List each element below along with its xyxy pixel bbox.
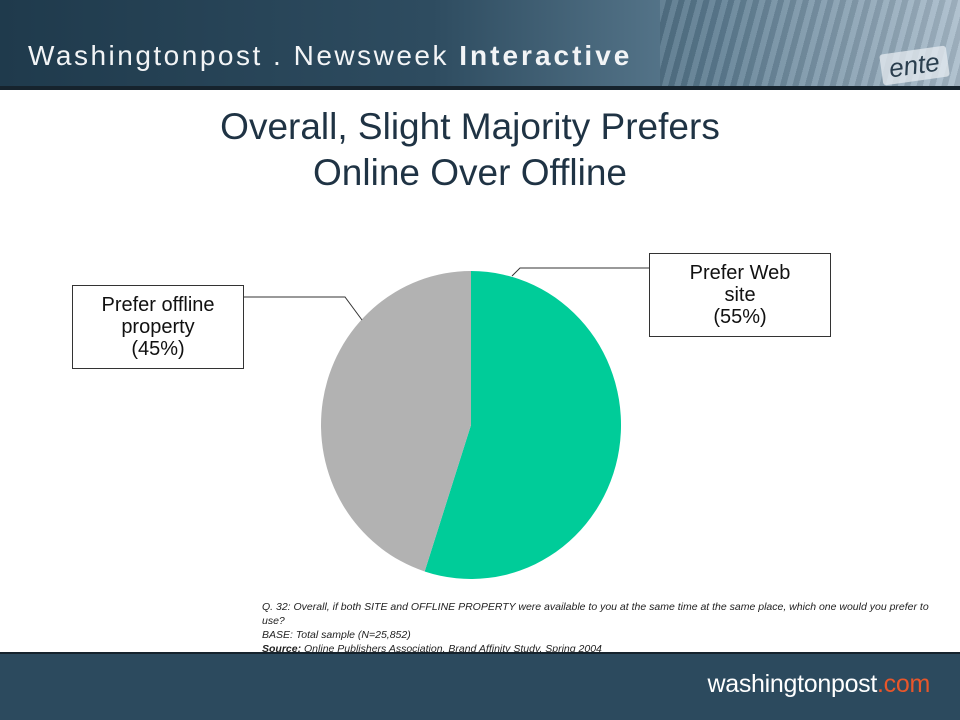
slide-title-line2: Online Over Offline (313, 152, 627, 193)
footer-logo: washingtonpost.com (707, 670, 930, 699)
footnote-base: BASE: Total sample (N=25,852) (262, 629, 411, 641)
brand-interactive: Interactive (459, 40, 633, 71)
header-title: Washingtonpost . Newsweek Interactive (28, 40, 632, 72)
footer-logo-main: washingtonpost (707, 670, 878, 698)
label-web-line2: site (724, 284, 756, 306)
label-box-offline: Prefer offline property (45%) (72, 285, 244, 369)
header-banner: Washingtonpost . Newsweek Interactive en… (0, 0, 960, 90)
brand-dot: . (273, 40, 284, 71)
pie-slice-offline (321, 271, 471, 572)
footer-bar (0, 654, 960, 720)
footnote: Q. 32: Overall, if both SITE and OFFLINE… (262, 600, 942, 656)
label-web-line3: (55%) (713, 306, 767, 328)
slide-title-line1: Overall, Slight Majority Prefers (220, 106, 720, 147)
leader-line-offline (242, 296, 363, 321)
leader-line-web (511, 267, 649, 277)
label-web-line1: Prefer Web (689, 262, 791, 284)
footnote-question: Q. 32: Overall, if both SITE and OFFLINE… (262, 601, 929, 627)
slide-title: Overall, Slight Majority Prefers Online … (100, 104, 840, 196)
label-offline-line2: property (121, 316, 195, 338)
footer-divider (0, 652, 960, 655)
label-offline-line1: Prefer offline (101, 294, 215, 316)
pie-slice-web (424, 271, 622, 579)
brand-washingtonpost: Washingtonpost (28, 40, 263, 71)
footer-logo-accent: .com (877, 670, 930, 698)
label-box-web: Prefer Web site (55%) (649, 253, 831, 337)
label-offline-line3: (45%) (131, 338, 185, 360)
header-divider (0, 86, 960, 90)
brand-newsweek: Newsweek (293, 40, 449, 71)
